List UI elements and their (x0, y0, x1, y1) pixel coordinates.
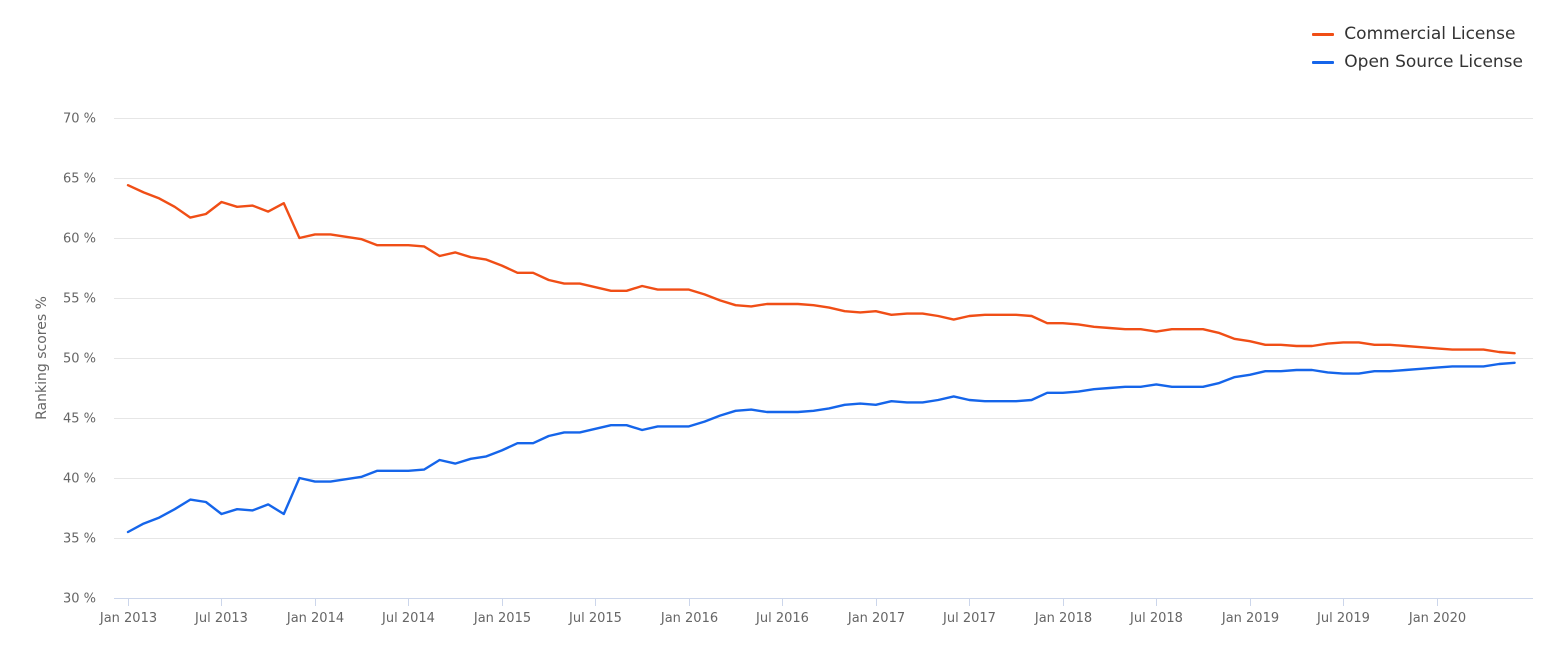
y-tick-label: 55 % (63, 292, 96, 307)
x-tick-label: Jan 2017 (847, 611, 905, 626)
y-axis-title: Ranking scores % (34, 296, 50, 420)
x-tick-label: Jan 2014 (286, 611, 344, 626)
x-axis: Jan 2013 Jul 2013 Jan 2014 Jul 2014 Jan 2015… (99, 598, 1466, 626)
legend-swatch-commercial (1312, 32, 1335, 36)
y-tick-label: 35 % (63, 532, 96, 547)
y-tick-label: 45 % (63, 412, 96, 427)
x-tick-label: Jul 2017 (942, 611, 996, 626)
y-tick-label: 65 % (63, 172, 96, 187)
series-lines (126, 183, 1516, 534)
series-line-open-source (126, 361, 1516, 534)
legend-label-open-source: Open Source License (1344, 52, 1523, 72)
x-tick-label: Jul 2014 (381, 611, 435, 626)
x-tick-label: Jul 2016 (755, 611, 809, 626)
y-tick-label: 50 % (63, 352, 96, 367)
y-tick-label: 60 % (63, 232, 96, 247)
y-axis: 30 % 35 % 40 % 45 % 50 % 55 % 60 % 65 % 70 % (63, 112, 96, 607)
x-tick-label: Jan 2015 (473, 611, 531, 626)
x-tick-label: Jul 2019 (1316, 611, 1370, 626)
x-tick-label: Jul 2015 (568, 611, 622, 626)
grid-lines (114, 118, 1533, 599)
legend: Commercial License Open Source License (1312, 20, 1523, 76)
x-tick-label: Jan 2019 (1221, 611, 1279, 626)
x-tick-label: Jul 2018 (1129, 611, 1183, 626)
series-line-commercial (126, 183, 1516, 355)
x-tick-label: Jan 2018 (1034, 611, 1092, 626)
legend-item-open-source[interactable]: Open Source License (1312, 48, 1523, 76)
x-tick-label: Jan 2013 (99, 611, 157, 626)
y-tick-label: 40 % (63, 472, 96, 487)
legend-swatch-open-source (1312, 60, 1335, 64)
y-tick-label: 30 % (63, 592, 96, 607)
legend-item-commercial[interactable]: Commercial License (1312, 20, 1523, 48)
x-tick-label: Jan 2016 (660, 611, 718, 626)
legend-label-commercial: Commercial License (1344, 24, 1516, 44)
y-tick-label: 70 % (63, 112, 96, 127)
x-tick-label: Jul 2013 (194, 611, 248, 626)
x-tick-label: Jan 2020 (1408, 611, 1466, 626)
